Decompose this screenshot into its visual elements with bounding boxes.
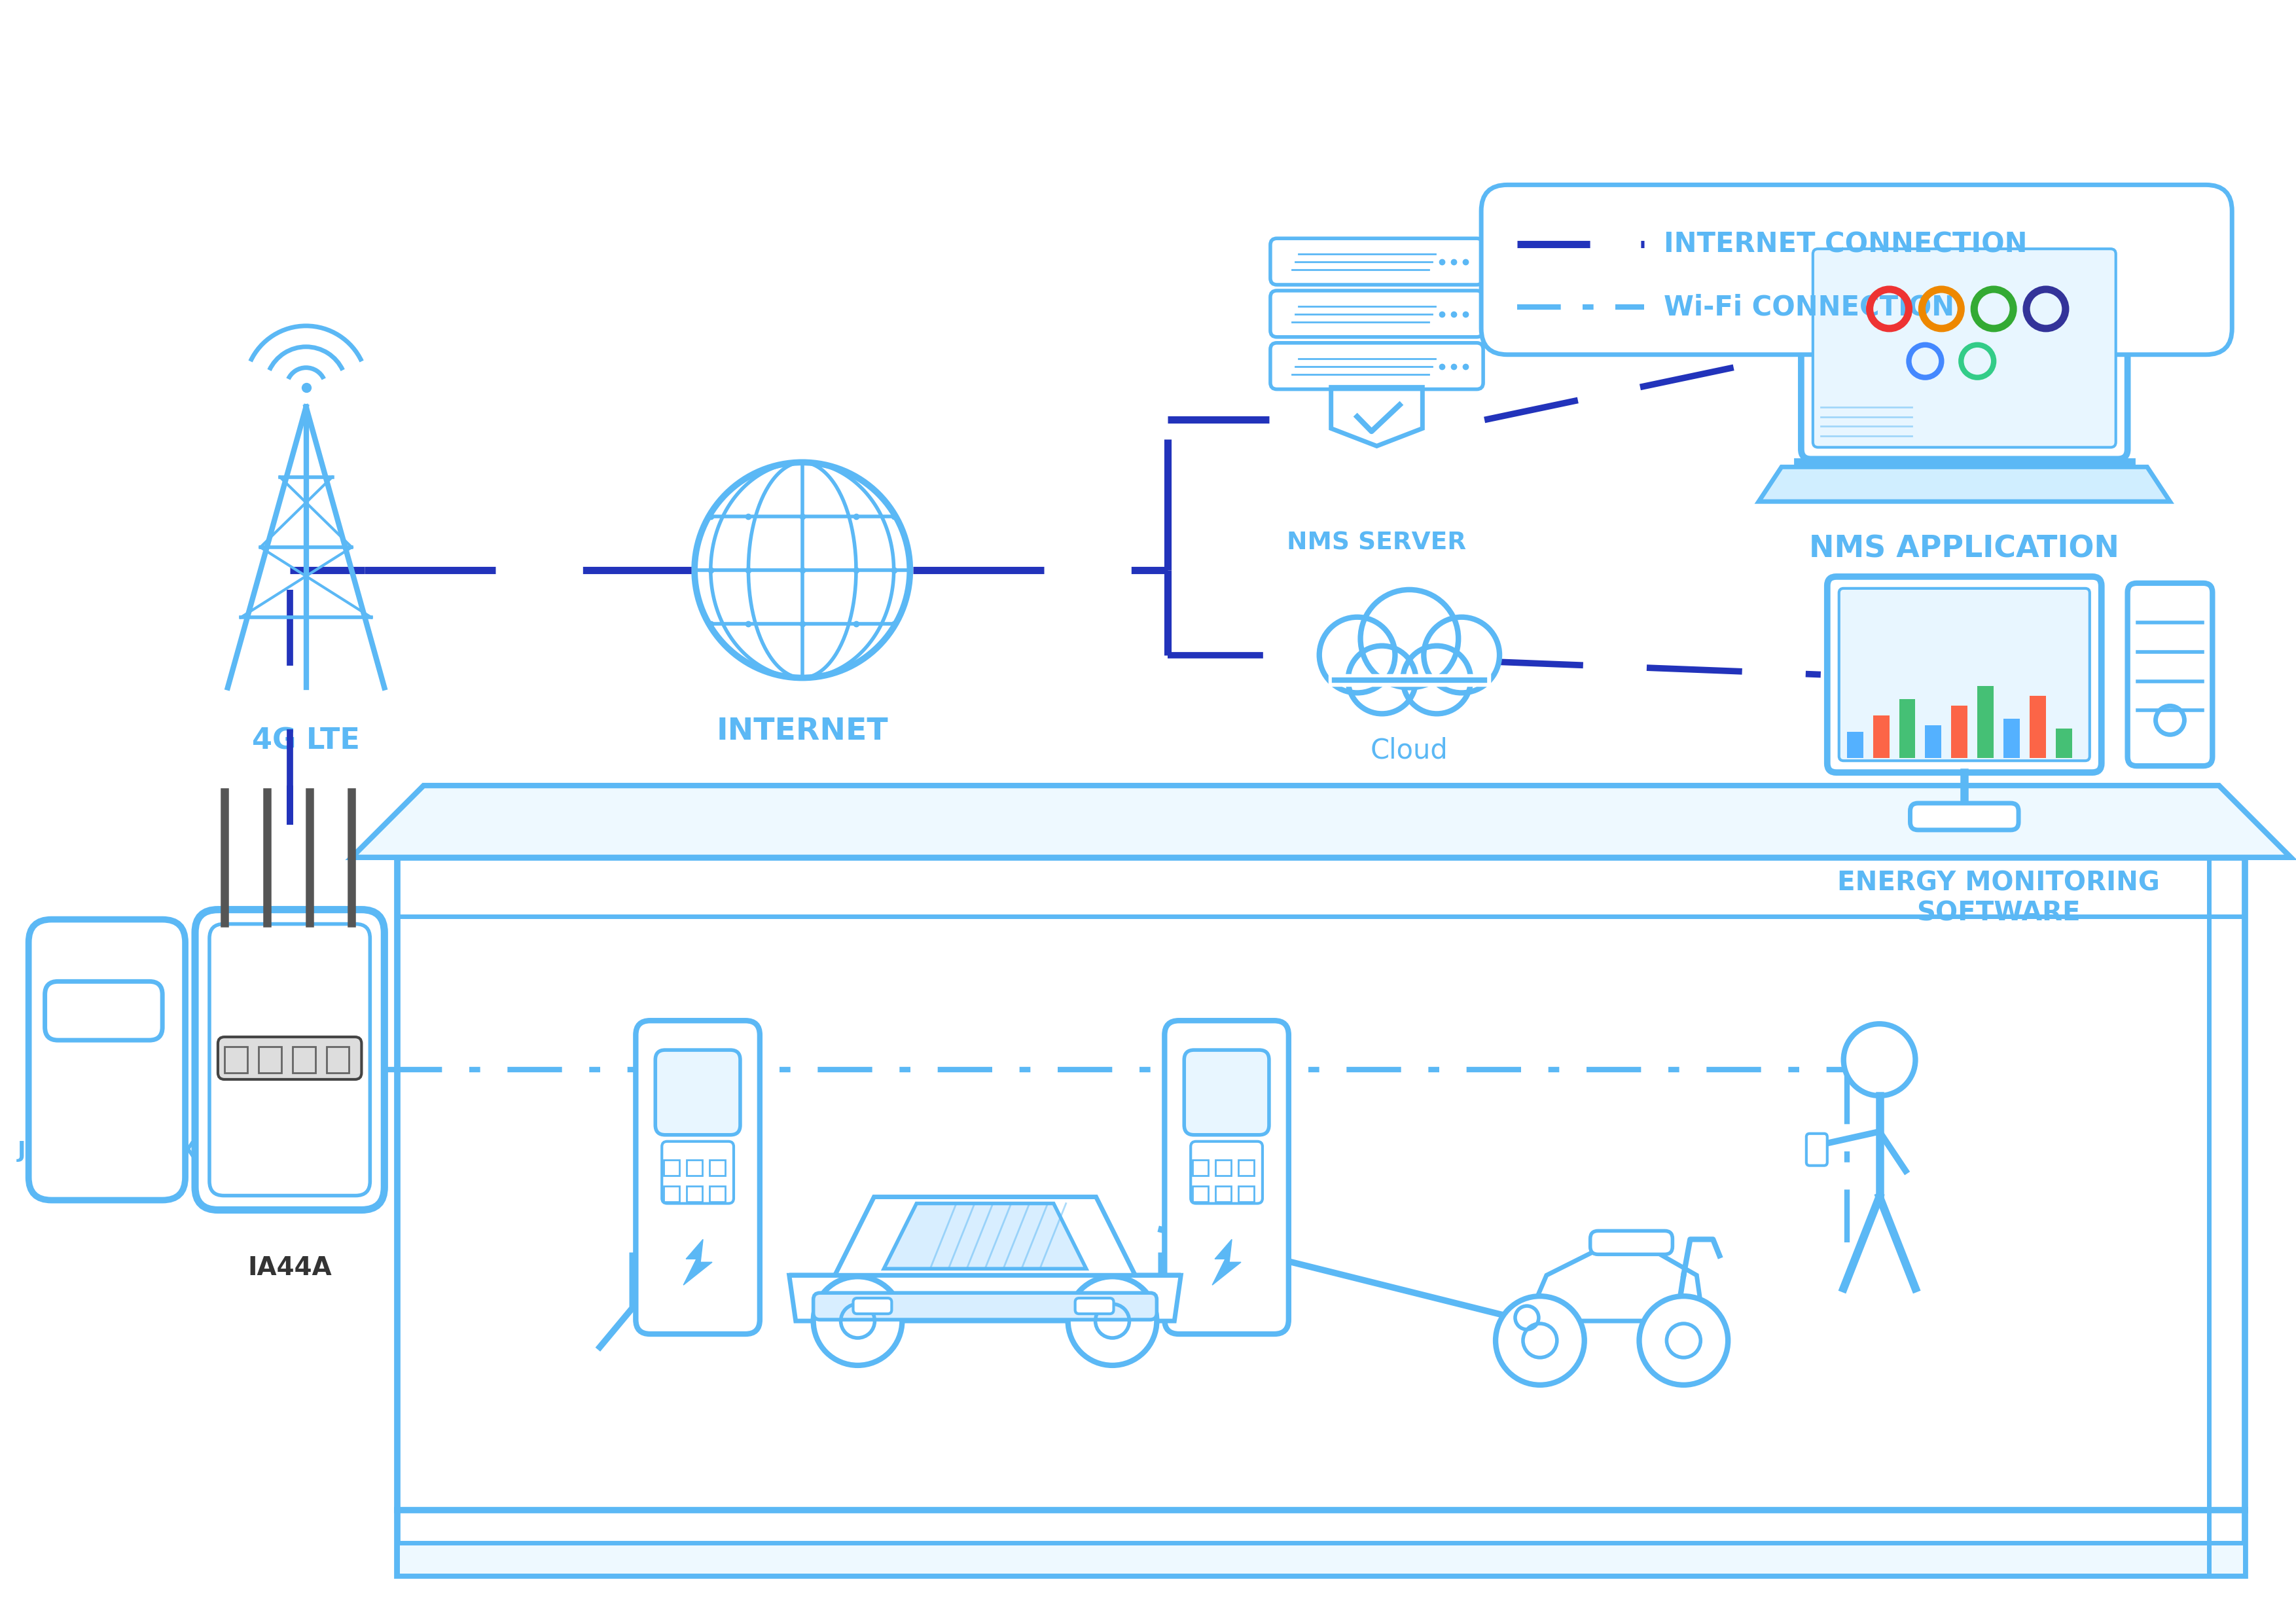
Bar <box>1977 687 1993 758</box>
Bar <box>225 1047 248 1073</box>
FancyBboxPatch shape <box>1814 248 2117 447</box>
Text: Wi-Fi CONNECTION: Wi-Fi CONNECTION <box>1665 294 1954 322</box>
Circle shape <box>1495 1296 1584 1385</box>
Bar <box>1952 706 1968 758</box>
Text: IA44A: IA44A <box>248 1255 333 1281</box>
Polygon shape <box>790 1197 1180 1275</box>
Bar <box>259 1047 280 1073</box>
Bar <box>1192 1186 1208 1202</box>
Bar <box>1924 726 1942 758</box>
Text: JUNCTION BOX: JUNCTION BOX <box>18 1140 197 1163</box>
FancyBboxPatch shape <box>1481 185 2232 354</box>
Bar <box>1238 1186 1254 1202</box>
Polygon shape <box>684 1239 712 1285</box>
Circle shape <box>1639 1296 1729 1385</box>
Text: NMS SERVER: NMS SERVER <box>1288 531 1467 554</box>
Circle shape <box>1320 617 1396 693</box>
Circle shape <box>1362 590 1458 687</box>
FancyBboxPatch shape <box>1591 1231 1671 1254</box>
Bar <box>397 1543 2245 1575</box>
Text: INTERNET CONNECTION: INTERNET CONNECTION <box>1665 231 2027 258</box>
FancyBboxPatch shape <box>28 919 186 1200</box>
Text: INTERNET: INTERNET <box>716 718 889 747</box>
FancyBboxPatch shape <box>1075 1298 1114 1314</box>
FancyBboxPatch shape <box>1270 343 1483 390</box>
Text: NMS APPLICATION: NMS APPLICATION <box>1809 534 2119 564</box>
Polygon shape <box>790 1275 1180 1320</box>
FancyBboxPatch shape <box>1192 1142 1263 1203</box>
Circle shape <box>1844 1023 1915 1096</box>
FancyBboxPatch shape <box>854 1298 891 1314</box>
Bar <box>2030 697 2046 758</box>
Bar <box>1192 1160 1208 1176</box>
FancyBboxPatch shape <box>1839 588 2089 760</box>
FancyBboxPatch shape <box>661 1142 735 1203</box>
Polygon shape <box>884 1203 1086 1268</box>
Bar <box>664 1160 680 1176</box>
Bar <box>709 1160 726 1176</box>
Polygon shape <box>1527 1249 1704 1320</box>
Bar <box>1215 1186 1231 1202</box>
Bar <box>1215 1160 1231 1176</box>
Polygon shape <box>1212 1239 1240 1285</box>
Bar <box>397 857 2245 1575</box>
FancyBboxPatch shape <box>218 1038 360 1080</box>
Bar <box>687 1160 703 1176</box>
Text: ENERGY MONITORING
SOFTWARE: ENERGY MONITORING SOFTWARE <box>1837 870 2161 927</box>
Circle shape <box>1068 1276 1157 1366</box>
Circle shape <box>813 1276 902 1366</box>
FancyBboxPatch shape <box>46 981 163 1041</box>
FancyBboxPatch shape <box>1185 1051 1270 1135</box>
FancyBboxPatch shape <box>1800 237 2128 460</box>
Bar <box>2055 729 2071 758</box>
Circle shape <box>1348 646 1417 713</box>
Circle shape <box>1424 617 1499 693</box>
Text: 4G LTE: 4G LTE <box>253 728 360 755</box>
Bar <box>1238 1160 1254 1176</box>
FancyBboxPatch shape <box>195 909 383 1210</box>
Text: Cloud: Cloud <box>1371 737 1449 763</box>
Bar <box>1899 700 1915 758</box>
FancyBboxPatch shape <box>1910 804 2018 830</box>
FancyBboxPatch shape <box>813 1293 1157 1320</box>
Bar <box>1795 460 2133 468</box>
Bar <box>2004 719 2020 758</box>
Polygon shape <box>351 786 2291 857</box>
FancyBboxPatch shape <box>654 1051 739 1135</box>
Bar <box>709 1186 726 1202</box>
FancyBboxPatch shape <box>1164 1020 1288 1333</box>
FancyBboxPatch shape <box>1270 291 1483 338</box>
FancyBboxPatch shape <box>209 924 370 1195</box>
FancyBboxPatch shape <box>636 1020 760 1333</box>
FancyBboxPatch shape <box>1828 577 2101 773</box>
Bar <box>1846 732 1862 758</box>
Polygon shape <box>1759 468 2170 502</box>
FancyBboxPatch shape <box>2128 583 2213 767</box>
FancyBboxPatch shape <box>1270 239 1483 284</box>
FancyBboxPatch shape <box>1807 1134 1828 1166</box>
Bar <box>292 1047 315 1073</box>
Bar <box>664 1186 680 1202</box>
Bar <box>687 1186 703 1202</box>
Bar <box>1874 716 1890 758</box>
Bar <box>326 1047 349 1073</box>
Circle shape <box>1403 646 1472 713</box>
